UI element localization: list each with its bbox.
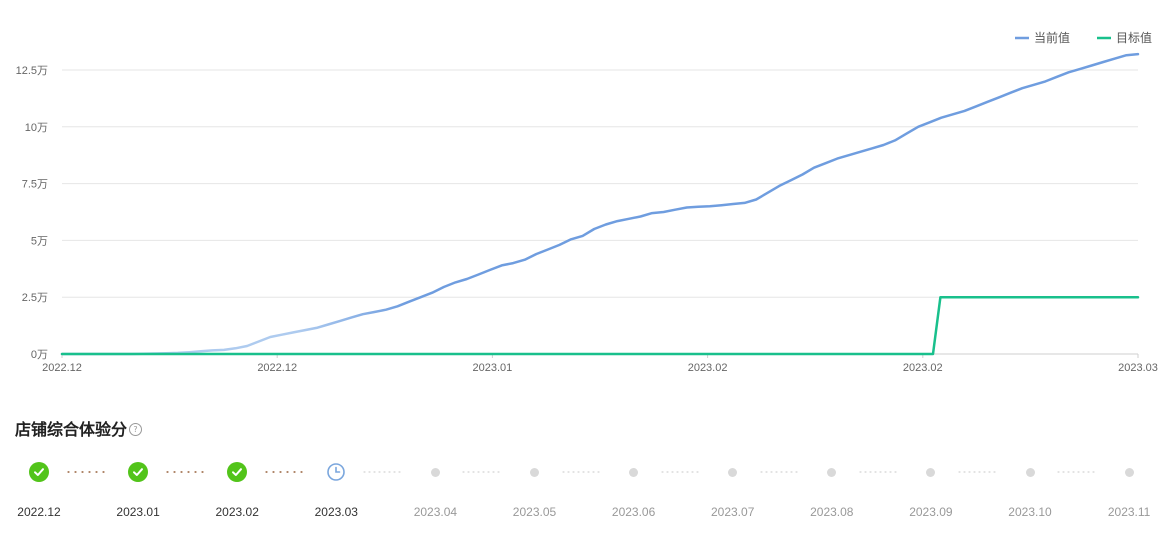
- trend-chart: 0万 2.5万 5万 7.5万 10万 12.5万 2022.12 2022.12 2023.0…: [16, 30, 1158, 374]
- timeline-connector: [461, 471, 502, 473]
- pending-dot-icon: [530, 467, 539, 477]
- pending-dot-icon: [728, 467, 738, 477]
- timeline-dot: [822, 462, 842, 482]
- timeline-month-label: 2023.05: [512, 505, 557, 519]
- timeline-dot: [921, 462, 941, 482]
- check-circle-icon: [128, 462, 149, 482]
- x-tick-label: 2022.12: [257, 362, 297, 374]
- trend-chart-svg: 0万 2.5万 5万 7.5万 10万 12.5万 2022.12 2022.12 2023.0…: [16, 30, 1158, 374]
- x-tick-label: 2023.02: [688, 362, 728, 374]
- clock-icon: [327, 463, 346, 481]
- x-tick-label: 2023.01: [473, 362, 513, 374]
- timeline-check-icon: [128, 462, 149, 482]
- timeline-clock-icon: [326, 462, 346, 482]
- timeline-connector: [362, 471, 403, 473]
- y-tick-label: 12.5万: [16, 65, 48, 77]
- pending-dot-icon: [1124, 467, 1134, 477]
- timeline-check-icon: [227, 462, 248, 482]
- y-tick-label: 7.5万: [22, 179, 48, 191]
- y-tick-label: 2.5万: [22, 292, 48, 304]
- timeline-dot: [1020, 462, 1040, 482]
- timeline-month-label: 2023.09: [909, 505, 953, 519]
- timeline-connector: [164, 471, 205, 473]
- timeline-month-label: 2023.10: [1008, 505, 1052, 519]
- timeline-month-label: 2023.08: [810, 505, 854, 519]
- timeline-connector: [65, 471, 105, 473]
- x-tick-label: 2023.03: [1118, 362, 1158, 374]
- timeline-dot: [624, 462, 644, 482]
- timeline-month-label: 2023.04: [413, 505, 458, 519]
- pending-dot-icon: [430, 467, 440, 477]
- series-line-current: [60, 52, 1140, 356]
- timeline-month-label: 2022.12: [17, 505, 61, 519]
- timeline-connector: [560, 471, 601, 473]
- x-tick-label: 2022.12: [42, 362, 82, 374]
- timeline-dot: [723, 462, 743, 482]
- timeline-connector: [1056, 471, 1096, 473]
- timeline-check-icon: [29, 462, 49, 482]
- check-circle-icon: [29, 462, 49, 482]
- timeline-month-label: 2023.01: [116, 505, 160, 519]
- timeline-month-label: 2023.06: [611, 505, 656, 519]
- x-tick-label: 2023.02: [903, 362, 943, 374]
- pending-dot-icon: [926, 467, 936, 477]
- series-line-target: [60, 295, 1140, 356]
- timeline-dot: [525, 462, 545, 482]
- y-tick-label: 10万: [25, 122, 48, 134]
- timeline-month-label: 2023.07: [710, 505, 755, 519]
- pending-dot-icon: [827, 467, 837, 477]
- timeline-connector: [956, 471, 997, 473]
- timeline-dot: [425, 462, 445, 482]
- timeline-month-label: 2023.11: [1107, 505, 1151, 519]
- check-circle-icon: [227, 462, 248, 482]
- timeline-month-label: 2023.03: [314, 505, 358, 519]
- timeline-connector: [263, 471, 304, 473]
- score-timeline: 2022.12 2023.01 2023.02 2023.03 2023.04 2023.…: [0, 462, 1161, 532]
- question-circle-icon[interactable]: ?: [129, 423, 143, 436]
- pending-dot-icon: [629, 467, 639, 477]
- section-title: 店铺综合体验分: [15, 422, 128, 439]
- pending-dot-icon: [1025, 467, 1035, 477]
- timeline-connector: [857, 471, 898, 473]
- timeline-month-label: 2023.02: [215, 505, 259, 519]
- y-tick-label: 0万: [31, 349, 48, 361]
- timeline-connector: [758, 471, 799, 473]
- section-header: 店铺综合体验分 ?: [15, 416, 143, 440]
- legend-label: 目标值: [1116, 30, 1152, 45]
- legend-label: 当前值: [1034, 30, 1070, 45]
- timeline-dot: [1119, 462, 1139, 482]
- y-tick-label: 5万: [31, 235, 48, 247]
- timeline-connector: [659, 471, 700, 473]
